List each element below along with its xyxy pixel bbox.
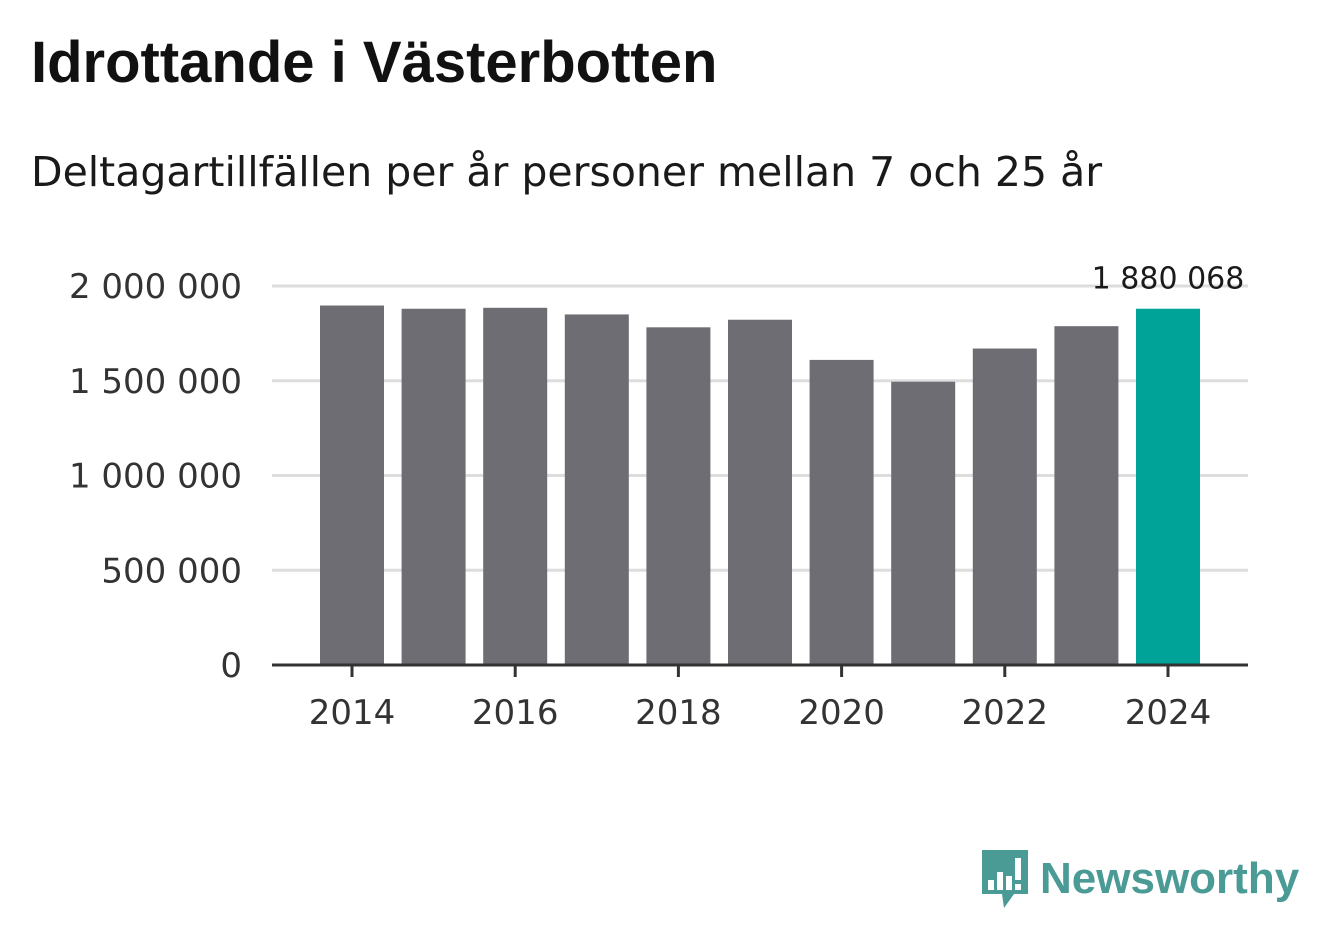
newsworthy-logo: Newsworthy [980,848,1299,910]
y-axis-tick-labels: 0 500 000 1 000 000 1 500 000 2 000 000 [69,267,242,686]
y-tick-label: 0 [220,646,242,686]
y-tick-label: 1 000 000 [69,457,242,497]
y-tick-label: 500 000 [101,551,242,591]
bar-chart: 0 500 000 1 000 000 1 500 000 2 000 000 2014… [69,262,1248,733]
bar [891,381,956,665]
x-tick-label: 2022 [962,693,1049,733]
y-tick-label: 2 000 000 [69,267,242,307]
data-labels: 1 880 068 [1092,262,1245,297]
y-tick-label: 1 500 000 [69,362,242,402]
x-tick-label: 2016 [472,693,559,733]
bar [1054,326,1119,665]
bar [809,359,874,665]
chart-subtitle: Deltagartillfällen per år personer mella… [31,148,1103,196]
x-axis: 2014 2016 2018 2020 2022 2024 [272,663,1248,733]
bar [483,307,548,665]
newsworthy-logo-icon [982,850,1028,908]
bar-highlight [1136,308,1200,665]
bar [320,305,384,665]
bar [646,327,711,665]
bars [320,305,1200,665]
x-tick-label: 2020 [798,693,885,733]
bar [972,348,1037,665]
x-tick-label: 2014 [309,693,396,733]
chart-title: Idrottande i Västerbotten [31,30,718,95]
brand-name: Newsworthy [1040,854,1300,903]
x-tick-label: 2018 [635,693,722,733]
bar [401,308,466,665]
bar [564,314,629,665]
bar [728,319,792,665]
x-tick-label: 2024 [1125,693,1212,733]
data-label: 1 880 068 [1092,262,1245,297]
